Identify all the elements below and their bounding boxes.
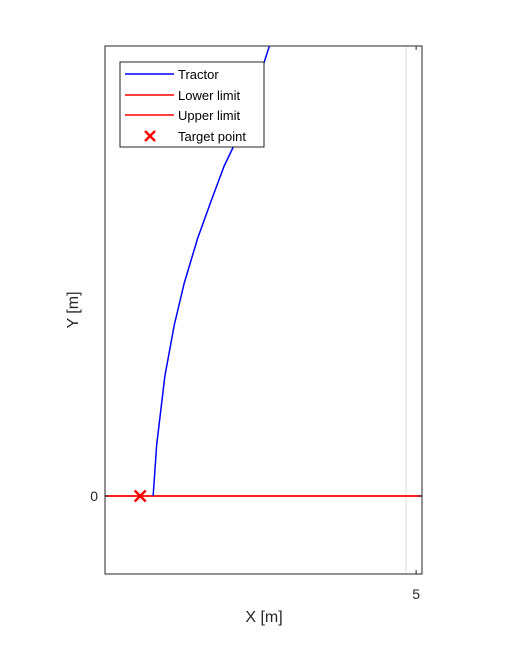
- tick-layer: 50: [90, 46, 422, 602]
- marker-target-point-0: [133, 489, 147, 503]
- marker-target-point-0-stroke-b: [133, 489, 147, 503]
- legend: Tractor Lower limit Upper limit Target p…: [119, 61, 265, 148]
- legend-target-x: [144, 130, 156, 142]
- legend-box: [119, 61, 265, 148]
- legend-entry-target-point: Target point: [178, 129, 246, 144]
- x-tick-label-0: 5: [412, 586, 420, 602]
- axes-frame: [104, 45, 423, 575]
- y-axis-label: Y [m]: [65, 291, 82, 328]
- legend-entry-tractor: Tractor: [178, 67, 219, 82]
- legend-entry-upper-limit: Upper limit: [178, 108, 241, 123]
- legend-entry-lower-limit: Lower limit: [178, 88, 241, 103]
- x-axis-label: X [m]: [245, 609, 282, 626]
- legend-swatch-target-point: [144, 130, 156, 142]
- y-tick-label-0: 0: [90, 488, 98, 504]
- legend-target-x-stroke-b: [144, 130, 156, 142]
